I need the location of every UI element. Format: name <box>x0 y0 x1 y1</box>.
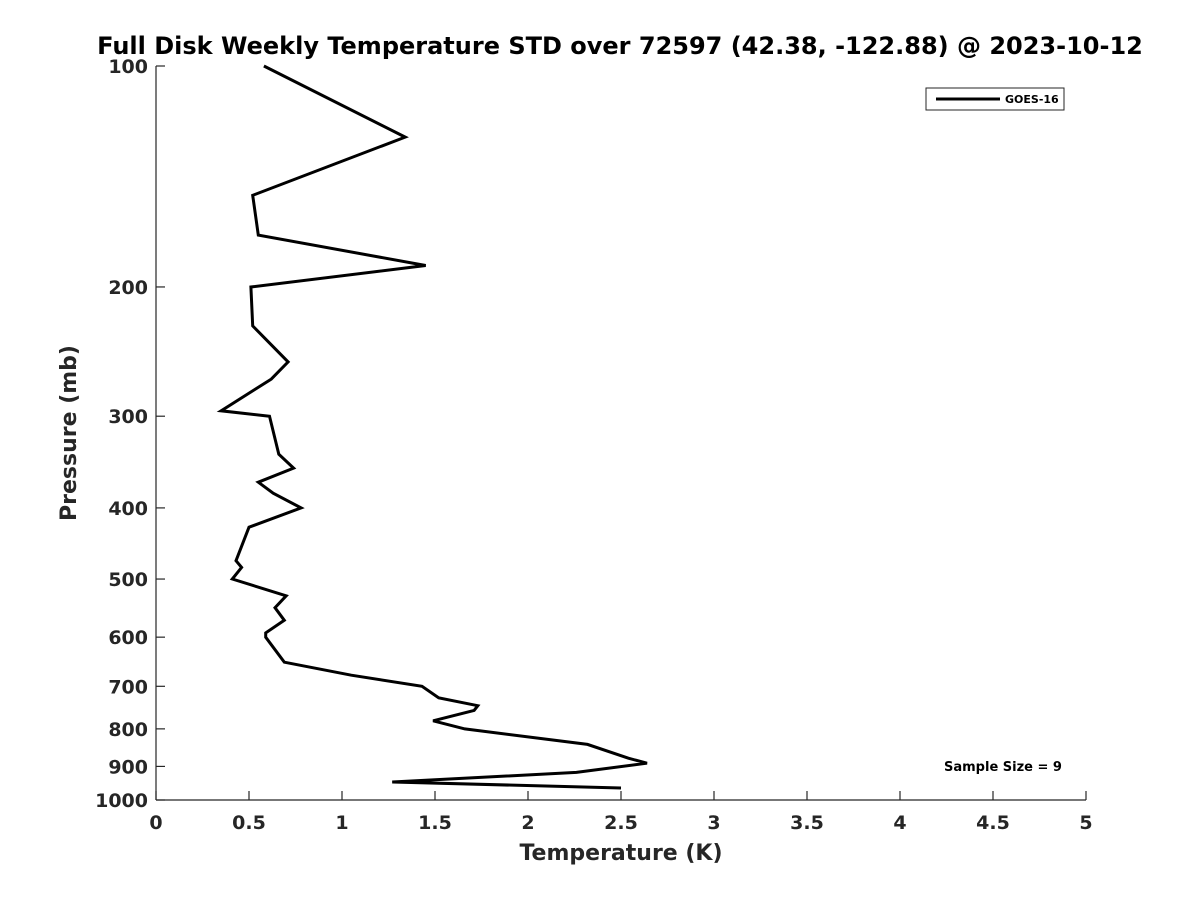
y-tick-label: 100 <box>108 56 148 78</box>
legend: GOES-16 <box>925 87 1065 111</box>
y-ticks: 100 200 300 400 500 600 700 800 900 1000 <box>95 56 165 812</box>
x-tick-label: 4 <box>893 812 906 834</box>
x-axis-label: Temperature (K) <box>519 841 722 866</box>
y-tick-label: 1000 <box>95 790 148 812</box>
y-tick-label: 700 <box>108 676 148 698</box>
x-tick-label: 5 <box>1079 812 1092 834</box>
y-tick-label: 300 <box>108 406 148 428</box>
y-tick-label: 400 <box>108 498 148 520</box>
y-tick-label: 500 <box>108 569 148 591</box>
chart-title: Full Disk Weekly Temperature STD over 72… <box>97 32 1143 60</box>
x-tick-label: 0 <box>149 812 162 834</box>
x-tick-label: 2.5 <box>604 812 638 834</box>
x-ticks: 0 0.5 1 1.5 2 2.5 3 3.5 4 4.5 5 <box>149 791 1093 834</box>
series-line-goes-16 <box>216 64 648 790</box>
x-tick-label: 1.5 <box>418 812 452 834</box>
x-tick-label: 4.5 <box>976 812 1010 834</box>
legend-label: GOES-16 <box>1005 93 1059 106</box>
y-tick-label: 800 <box>108 719 148 741</box>
x-tick-label: 2 <box>521 812 534 834</box>
y-axis-label: Pressure (mb) <box>57 345 82 521</box>
y-tick-label: 600 <box>108 627 148 649</box>
y-tick-label: 900 <box>108 756 148 778</box>
x-tick-label: 0.5 <box>232 812 266 834</box>
x-tick-label: 3.5 <box>790 812 824 834</box>
sample-size-annotation: Sample Size = 9 <box>944 760 1062 775</box>
x-tick-label: 1 <box>335 812 348 834</box>
y-tick-label: 200 <box>108 277 148 299</box>
x-tick-label: 3 <box>707 812 720 834</box>
